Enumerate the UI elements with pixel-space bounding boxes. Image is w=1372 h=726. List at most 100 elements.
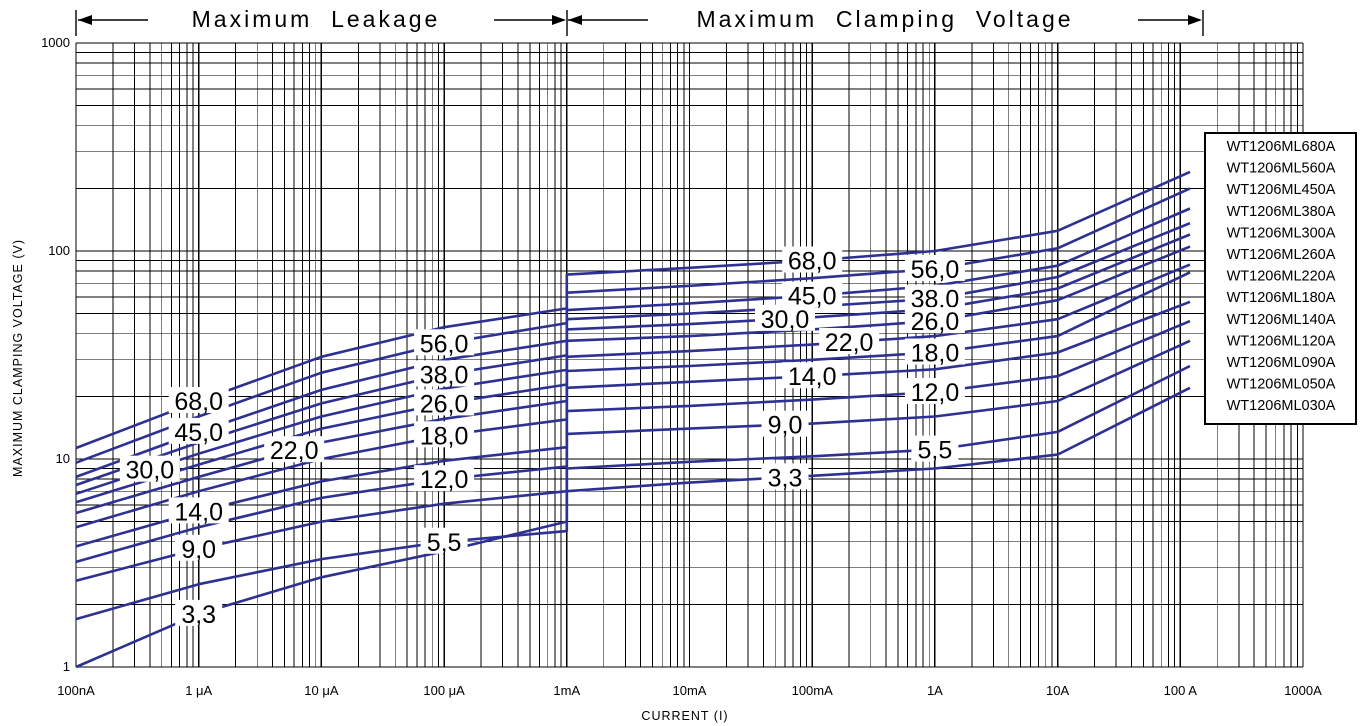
x-tick-label: 100 A [1164,683,1198,698]
data-label-background [420,527,468,554]
data-label-background [168,417,229,444]
legend-entry: WT1206ML180A [1227,290,1336,306]
series-line [75,339,1191,582]
series-data-label: 22,0 [270,437,319,465]
header-arrow-mid-left-head [552,15,566,25]
data-label-background [819,327,880,354]
legend-entry: WT1206ML090A [1227,355,1336,371]
data-label-background [119,455,180,482]
data-label-background [168,497,229,524]
chart-header: Maximum Leakage Maximum Clamping Voltage [75,6,1204,36]
series-line [75,364,1191,621]
data-label-background [414,329,475,356]
series-data-label: 26,0 [911,308,960,336]
data-label-background [782,362,843,389]
series-data-label: 30,0 [126,457,175,485]
legend-entry: WT1206ML380A [1227,204,1336,220]
series-line [75,207,1191,479]
series-data-label: 9,0 [181,536,216,564]
series-data-label: 5,5 [427,529,462,557]
data-label-background [782,281,843,308]
series-data-label: 26,0 [420,390,469,418]
x-tick-label: 10A [1046,683,1069,698]
x-tick-label: 100mA [792,683,834,698]
legend-entry: WT1206ML260A [1227,247,1336,263]
data-label-background [414,421,475,448]
series-data-label: 68,0 [788,248,837,276]
legend-entry: WT1206ML030A [1227,398,1336,414]
series-data-label: 18,0 [420,422,469,450]
x-tick-label: 1000A [1284,683,1322,698]
data-label-background [904,284,965,311]
x-tick-label: 100nA [57,683,95,698]
x-axis-title: CURRENT (I) [641,709,728,723]
series-data-label: 3,3 [181,601,216,629]
y-tick-label: 1000 [41,35,70,50]
series-line [75,233,1191,496]
legend-entry: WT1206ML220A [1227,269,1336,285]
header-arrow-left-head [78,15,92,25]
series-line [75,263,1191,515]
data-label-background [414,360,475,387]
legend-entry: WT1206ML140A [1227,312,1336,328]
data-label-background [911,435,959,462]
data-label-background [414,465,475,492]
data-label-background [904,307,965,334]
series-data-label: 18,0 [911,340,960,368]
header-arrow-right-head [1188,15,1202,25]
series-line [75,221,1191,487]
data-label-background [761,463,809,490]
legend: WT1206ML680A WT1206ML560A WT1206ML450A WT12… [1204,132,1357,425]
axis-ticks: 100nA 1 μA 10 μA 100 μA 1mA 10mA 100mA 1A 10A 100… [41,35,1322,698]
data-label-background [175,534,223,561]
legend-entry: WT1206ML300A [1227,225,1336,241]
data-label-background [904,377,965,404]
x-tick-label: 10mA [673,683,707,698]
data-label-background [782,246,843,273]
series-data-label: 45,0 [174,419,223,447]
data-label-background [904,338,965,365]
legend-entry: WT1206ML120A [1227,333,1336,349]
series-data-label: 5,5 [918,437,953,465]
y-tick-label: 10 [56,451,70,466]
series-line [75,300,1191,548]
series-data-label: 9,0 [768,412,803,440]
series-data-label: 38,0 [420,361,469,389]
series-line [75,319,1191,564]
legend-box [1204,132,1357,425]
series-data-label: 14,0 [174,498,223,526]
data-label-background [904,254,965,281]
header-maximum-leakage: Maximum Leakage [192,6,441,32]
grid [75,42,1304,668]
x-tick-label: 10 μA [304,683,339,698]
series-data-label: 56,0 [911,256,960,284]
y-axis-title: MAXIMUM CLAMPING VOLTAGE (V) [11,239,25,477]
header-maximum-clamping-voltage: Maximum Clamping Voltage [696,6,1073,32]
series-line [75,187,1191,464]
x-tick-label: 1mA [553,683,580,698]
y-tick-label: 1 [63,659,70,674]
series-lines [75,170,1191,669]
series-data-label: 22,0 [825,329,874,357]
series-data-label: 3,3 [768,464,803,492]
series-data-label: 14,0 [788,363,837,391]
legend-entry: WT1206ML680A [1227,139,1336,155]
series-data-labels: 68,068,056,056,045,045,038,038,030,030,0… [119,246,965,629]
series-data-label: 12,0 [911,379,960,407]
series-line [75,271,1191,529]
series-line [75,170,1191,450]
x-tick-label: 1 μA [185,683,212,698]
data-label-background [761,410,809,437]
data-label-background [175,599,223,626]
y-tick-label: 100 [48,243,70,258]
data-label-background [414,389,475,416]
legend-entry: WT1206ML050A [1227,377,1336,393]
x-tick-label: 1A [927,683,943,698]
series-data-label: 68,0 [174,388,223,416]
x-tick-label: 100 μA [423,683,465,698]
legend-entry: WT1206ML560A [1227,161,1336,177]
series-data-label: 12,0 [420,466,469,494]
data-label-background [264,436,325,463]
data-label-background [754,304,815,331]
